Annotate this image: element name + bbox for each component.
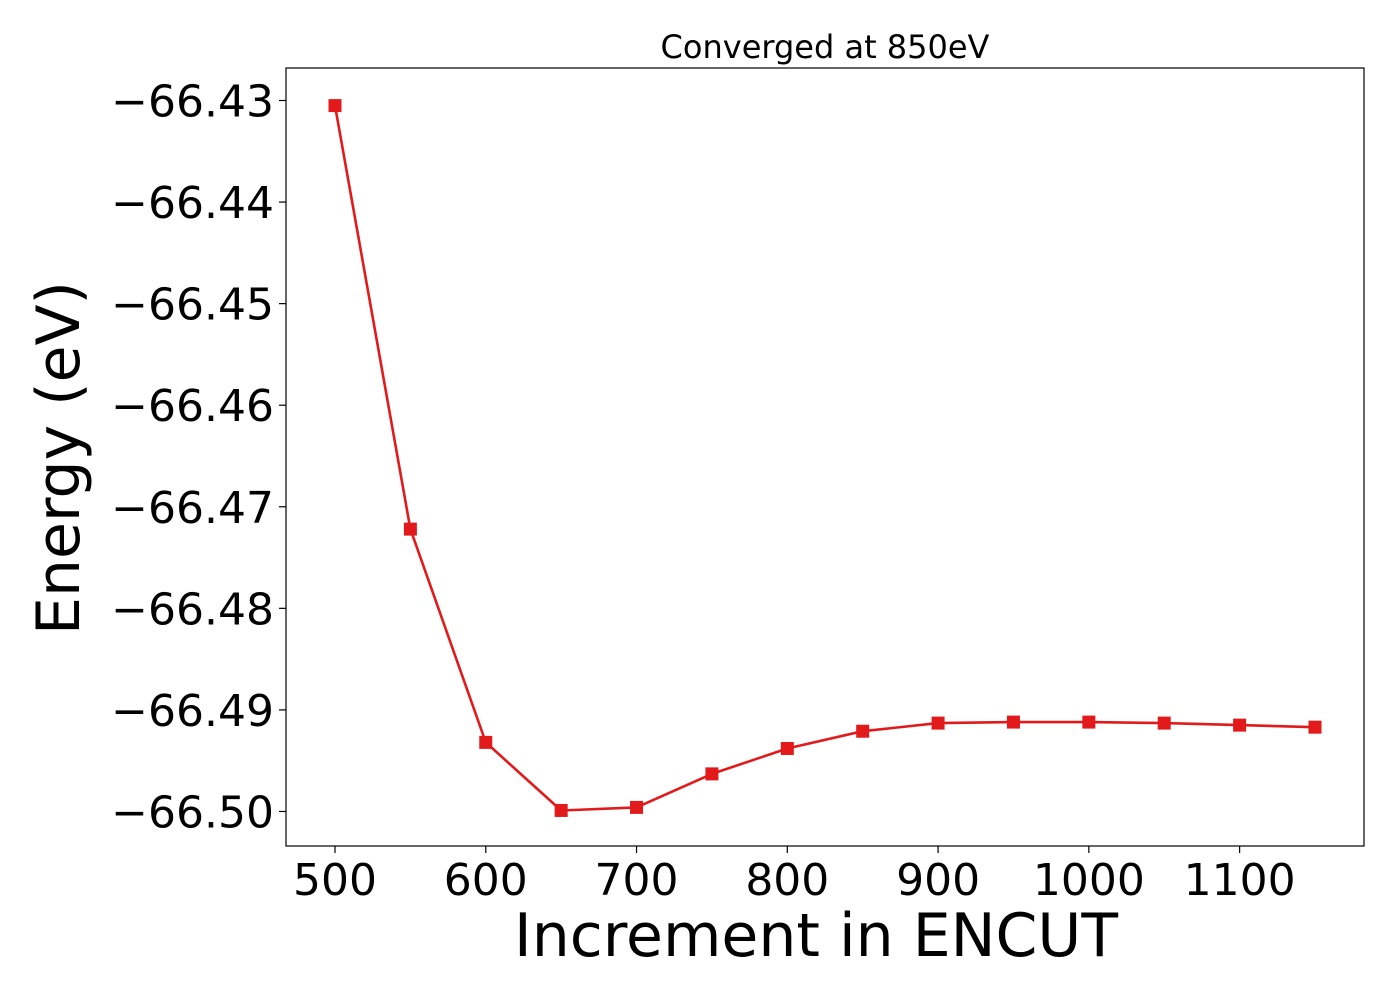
y-tick-label: −66.47 [111,483,274,534]
y-tick-label: −66.43 [111,77,274,128]
x-axis-title: Increment in ENCUT [514,901,1118,971]
data-point [630,800,644,814]
plot-frame [285,67,1365,847]
x-tick-label: 1100 [1184,855,1296,906]
x-tick-label: 700 [595,855,679,906]
data-point [1233,718,1247,732]
x-tick-label: 1000 [1033,855,1145,906]
x-axis: 500 600 700 800 900 1000 1100 [293,846,1296,906]
y-tick-label: −66.44 [111,178,274,229]
data-point [1006,715,1020,729]
series-line [333,105,1316,812]
chart-title: Converged at 850eV [661,28,990,66]
data-point [328,99,342,113]
data-point [479,735,493,749]
data-point [780,741,794,755]
y-axis-title: Energy (eV) [24,281,94,635]
x-tick-label: 900 [896,855,980,906]
data-point [705,767,719,781]
plot-area [285,67,1365,847]
data-point [856,724,870,738]
data-point [403,522,417,536]
x-tick-label: 800 [745,855,829,906]
series-layer [328,99,1322,817]
data-point [1157,716,1171,730]
data-point [554,803,568,817]
y-tick-label: −66.50 [111,787,274,838]
y-tick-label: −66.46 [111,381,274,432]
data-point [931,716,945,730]
y-tick-label: −66.49 [111,686,274,737]
y-axis: −66.43 −66.44 −66.45 −66.46 −66.47 −66.48 −66.… [111,77,286,838]
x-tick-label: 600 [444,855,528,906]
y-tick-label: −66.48 [111,584,274,635]
data-point [1082,715,1096,729]
x-tick-label: 500 [293,855,377,906]
data-point [1308,720,1322,734]
y-tick-label: −66.45 [111,280,274,331]
